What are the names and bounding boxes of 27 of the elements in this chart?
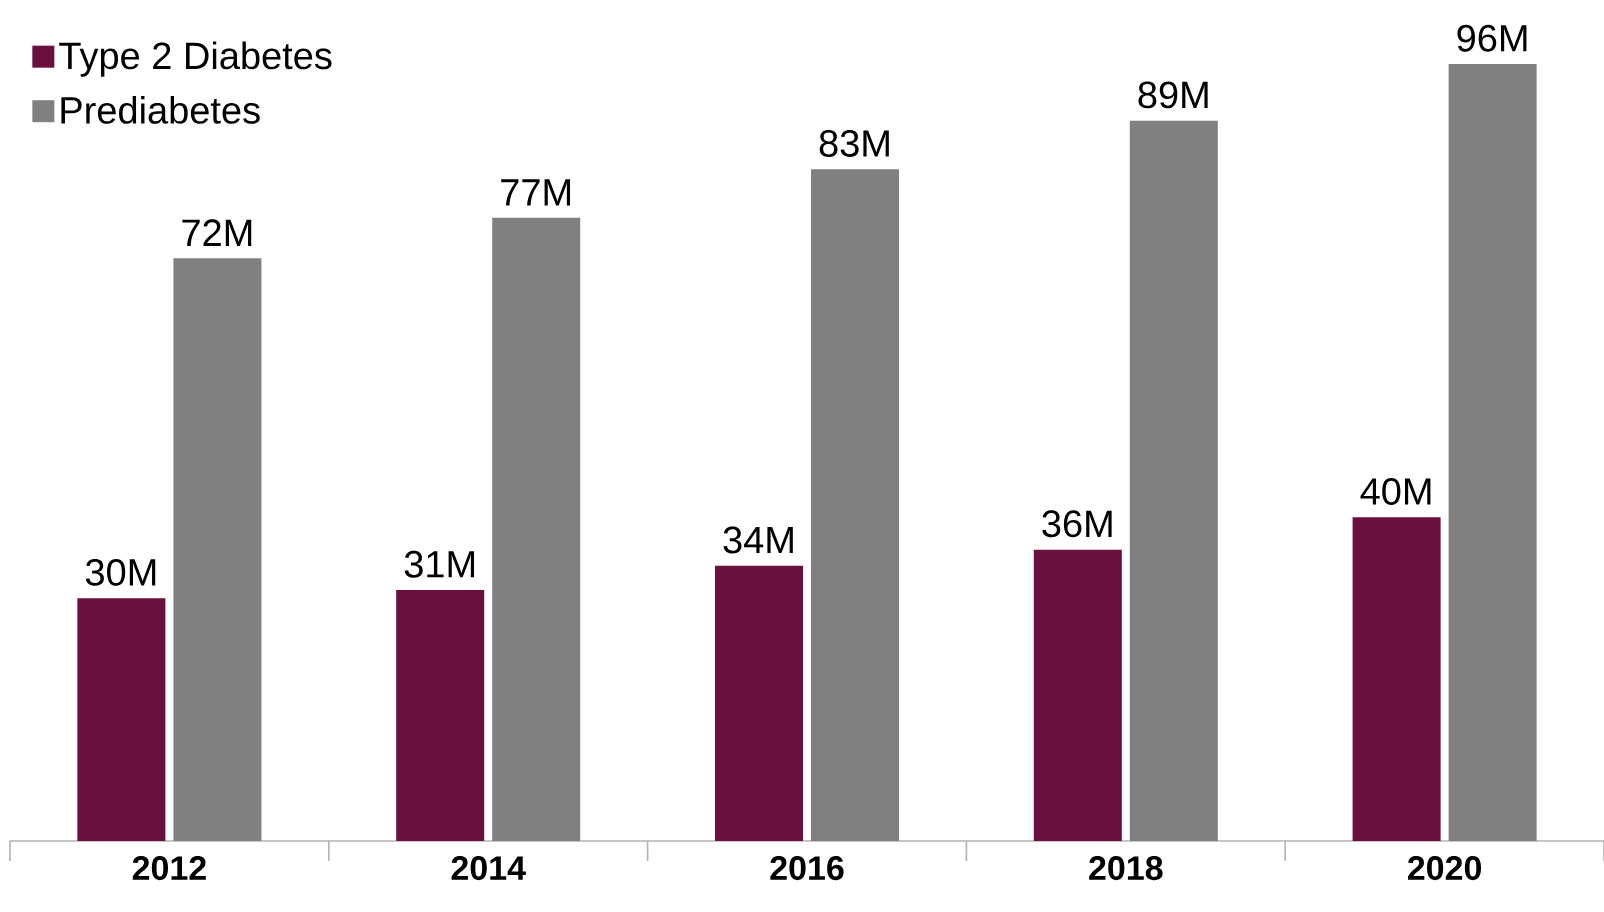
data-label: 96M <box>1457 24 1527 52</box>
bar <box>715 565 804 841</box>
data-label: 40M <box>1360 477 1431 505</box>
data-label: 30M <box>85 558 156 586</box>
data-label: 77M <box>501 179 571 206</box>
data-label: 34M <box>723 526 793 554</box>
data-label: 31M <box>404 550 475 578</box>
bar <box>173 258 262 841</box>
x-tick-label: 2016 <box>770 856 844 881</box>
data-label: 83M <box>819 129 889 157</box>
data-label: 72M <box>182 219 252 246</box>
bar <box>811 169 900 841</box>
legend-label: Type 2 Diabetes <box>59 41 332 77</box>
x-tick-label: 2012 <box>132 856 206 881</box>
bar <box>492 217 581 841</box>
bar <box>1033 549 1122 841</box>
bar <box>1448 64 1537 841</box>
x-tick-label: 2014 <box>451 856 526 881</box>
legend-label: Prediabetes <box>61 95 260 124</box>
x-tick-label: 2020 <box>1407 856 1482 881</box>
bar <box>1352 517 1441 841</box>
bar <box>396 590 485 841</box>
bar <box>1129 120 1218 841</box>
x-tick-label: 2018 <box>1089 856 1163 881</box>
bar <box>77 598 166 841</box>
data-label: 89M <box>1138 81 1208 109</box>
data-label: 36M <box>1042 510 1112 538</box>
